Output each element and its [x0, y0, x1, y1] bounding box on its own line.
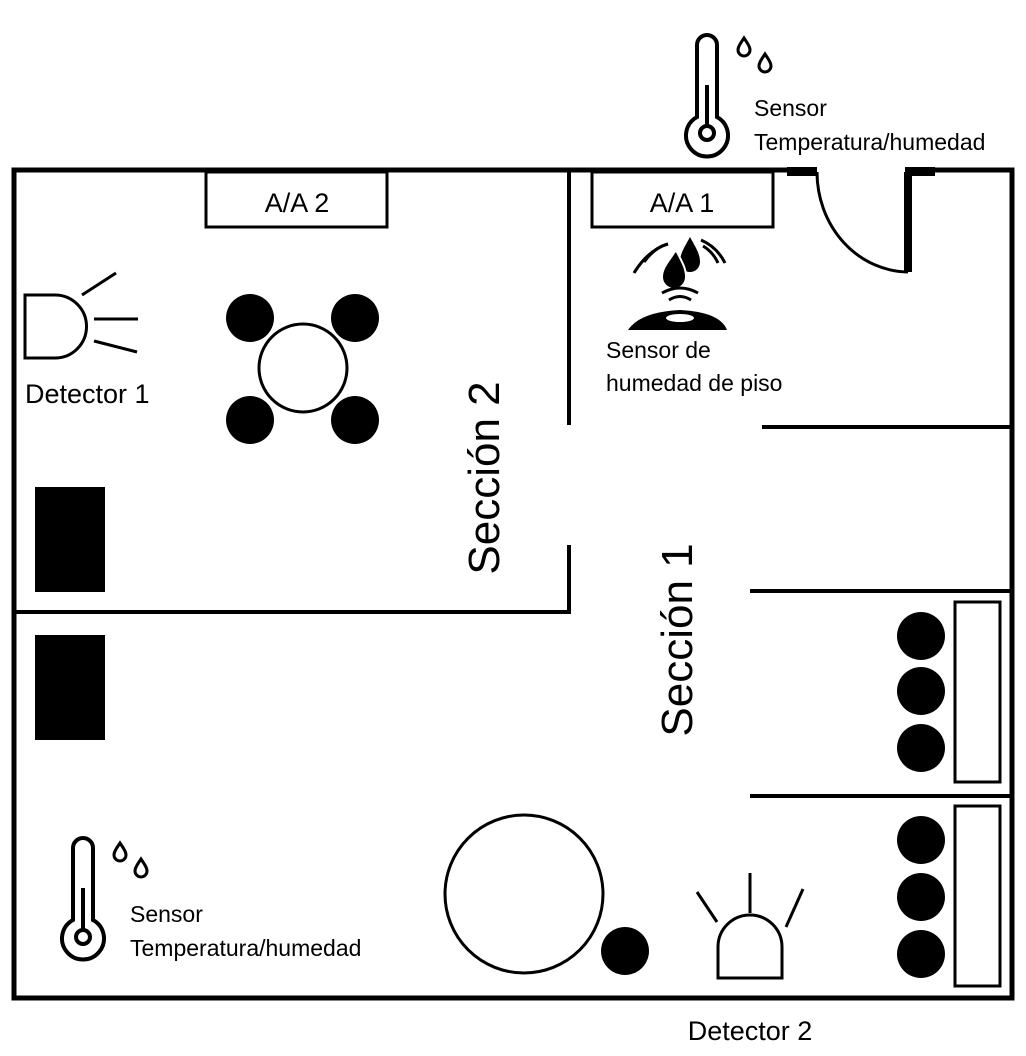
interior-walls	[14, 172, 1012, 798]
ac1-label: A/A 1	[650, 188, 715, 218]
alarm-detector-icon	[23, 271, 138, 360]
air-conditioner-1: A/A 1	[590, 170, 775, 229]
round-table-set	[443, 813, 649, 975]
desk-lower	[897, 804, 1002, 988]
alarm-detector-icon	[695, 873, 805, 980]
section-2-label: Sección 2	[460, 381, 509, 574]
entrance-door	[787, 167, 935, 274]
thermometer-icon	[684, 33, 730, 159]
floor-sensor-label-line1: Sensor de	[606, 337, 711, 363]
meeting-table-set	[226, 294, 379, 444]
ac2-label: A/A 2	[265, 188, 330, 218]
floor-moisture-sensor-icon	[628, 237, 727, 330]
desk-upper	[897, 600, 1002, 784]
temp-sensor-bottom-label-line1: Sensor	[130, 901, 203, 927]
outer-walls	[11, 167, 1015, 1001]
detector-1-label: Detector 1	[25, 379, 150, 409]
water-drops-icon	[736, 35, 773, 74]
section-1-label: Sección 1	[653, 543, 702, 736]
cabinet-lower	[35, 635, 105, 740]
air-conditioner-2: A/A 2	[204, 170, 389, 229]
thermometer-icon	[60, 836, 106, 962]
temp-sensor-bottom-label-line2: Temperatura/humedad	[130, 935, 361, 961]
temp-sensor-top-label-line2: Temperatura/humedad	[754, 129, 985, 155]
cabinet-upper	[35, 487, 105, 592]
temp-sensor-top-label-line1: Sensor	[754, 95, 827, 121]
water-drops-icon	[112, 840, 149, 879]
floor-sensor-label-line2: humedad de piso	[606, 370, 782, 396]
detector-2-label: Detector 2	[688, 1016, 813, 1046]
